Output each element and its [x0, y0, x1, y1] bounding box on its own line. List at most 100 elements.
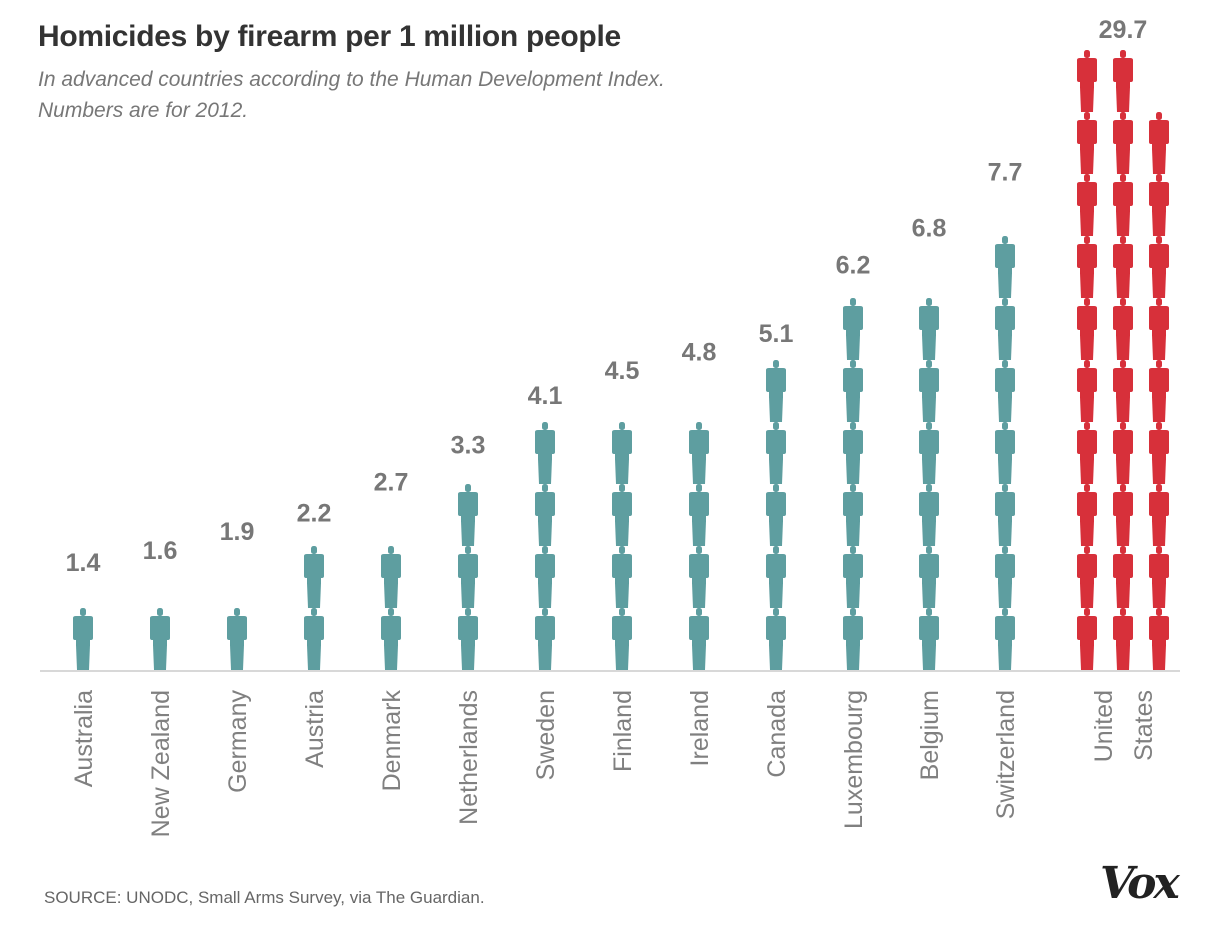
- column-canada: [766, 353, 786, 670]
- country-label-canada: Canada: [763, 690, 791, 778]
- value-label-new-zealand: 1.6: [143, 537, 178, 565]
- column-ireland: [689, 372, 709, 670]
- person-icon: [535, 484, 555, 546]
- column-denmark: [381, 502, 401, 670]
- person-icon: [1077, 422, 1097, 484]
- country-label-luxembourg: Luxembourg: [840, 690, 868, 829]
- column-luxembourg: [843, 285, 863, 670]
- column-germany: [227, 552, 247, 670]
- partial-person-icon: [227, 552, 247, 608]
- country-labels: Australia New Zealand Germany Austria Denmar…: [70, 690, 1158, 838]
- person-icon: [381, 608, 401, 670]
- person-icon: [304, 546, 324, 608]
- person-icon: [1113, 174, 1133, 236]
- value-labels: 1.4 1.6 1.9 2.2 2.7 3.3 4.1 4.5 4.8 5.1 6.2 6.8 7.7 2…: [66, 16, 1148, 577]
- value-label-austria: 2.2: [297, 500, 332, 528]
- value-label-ireland: 4.8: [682, 338, 717, 366]
- person-icon: [1077, 608, 1097, 670]
- person-icon: [612, 422, 632, 484]
- person-icon: [1077, 50, 1097, 112]
- person-icon: [843, 546, 863, 608]
- person-icon: [919, 608, 939, 670]
- country-label-germany: Germany: [224, 690, 252, 793]
- person-icon: [1113, 484, 1133, 546]
- person-icon: [766, 484, 786, 546]
- person-icon: [766, 360, 786, 422]
- chart-subtitle: In advanced countries according to the H…: [38, 64, 818, 126]
- person-icon: [995, 546, 1015, 608]
- person-icon: [1149, 236, 1169, 298]
- person-icon: [1113, 236, 1133, 298]
- partial-person-icon: [919, 248, 939, 298]
- person-icon: [381, 546, 401, 608]
- person-icon: [919, 484, 939, 546]
- column-belgium: [919, 248, 939, 670]
- person-icon: [995, 608, 1015, 670]
- country-label-sweden: Sweden: [532, 690, 560, 780]
- person-icon: [1077, 360, 1097, 422]
- person-icon: [919, 546, 939, 608]
- person-icon: [1149, 112, 1169, 174]
- person-icon: [1113, 422, 1133, 484]
- value-label-denmark: 2.7: [374, 469, 409, 497]
- country-label-netherlands: Netherlands: [455, 690, 483, 825]
- person-icon: [919, 298, 939, 360]
- country-label-united-states-line-2: States: [1130, 690, 1158, 761]
- person-icon: [1077, 546, 1097, 608]
- country-label-australia: Australia: [70, 690, 98, 787]
- value-label-germany: 1.9: [220, 518, 255, 546]
- person-icon: [995, 236, 1015, 298]
- subtitle-line-1: In advanced countries according to the H…: [38, 68, 665, 91]
- person-icon: [1149, 360, 1169, 422]
- person-icon: [535, 422, 555, 484]
- person-icon: [766, 422, 786, 484]
- person-icon: [73, 608, 93, 670]
- person-icon: [1077, 236, 1097, 298]
- country-label-belgium: Belgium: [916, 690, 944, 780]
- value-label-switzerland: 7.7: [988, 159, 1023, 187]
- column-united-states-3: [1149, 68, 1169, 670]
- person-icon: [535, 608, 555, 670]
- person-icon: [458, 546, 478, 608]
- person-icon: [995, 422, 1015, 484]
- value-label-canada: 5.1: [759, 320, 794, 348]
- person-icon: [227, 608, 247, 670]
- person-icon: [1113, 546, 1133, 608]
- person-icon: [843, 484, 863, 546]
- person-icon: [612, 484, 632, 546]
- person-icon: [1113, 50, 1133, 112]
- value-label-united-states: 29.7: [1099, 16, 1148, 44]
- country-label-ireland: Ireland: [686, 690, 714, 766]
- person-icon: [535, 546, 555, 608]
- person-icon: [1149, 608, 1169, 670]
- person-icon: [612, 608, 632, 670]
- person-icon: [843, 422, 863, 484]
- person-icon: [612, 546, 632, 608]
- person-icon: [919, 360, 939, 422]
- person-icon: [995, 298, 1015, 360]
- value-label-australia: 1.4: [66, 549, 101, 577]
- person-icon: [1113, 608, 1133, 670]
- person-icon: [995, 484, 1015, 546]
- column-finland: [612, 391, 632, 670]
- value-label-finland: 4.5: [605, 357, 640, 385]
- source-note: SOURCE: UNODC, Small Arms Survey, via Th…: [44, 888, 485, 907]
- person-icon: [689, 422, 709, 484]
- person-icon: [458, 484, 478, 546]
- person-icon: [458, 608, 478, 670]
- person-icon: [995, 360, 1015, 422]
- country-label-austria: Austria: [301, 690, 329, 768]
- person-icon: [843, 298, 863, 360]
- value-label-sweden: 4.1: [528, 382, 563, 410]
- subtitle-line-2: Numbers are for 2012.: [38, 99, 249, 122]
- partial-person-icon: [689, 372, 709, 422]
- person-icon: [1077, 484, 1097, 546]
- country-label-denmark: Denmark: [378, 690, 406, 792]
- person-icon: [766, 546, 786, 608]
- vox-logo: Vox: [1100, 858, 1180, 909]
- column-united-states-2: [1113, 50, 1133, 670]
- person-icon: [1149, 546, 1169, 608]
- person-icon: [150, 608, 170, 670]
- person-icon: [1113, 112, 1133, 174]
